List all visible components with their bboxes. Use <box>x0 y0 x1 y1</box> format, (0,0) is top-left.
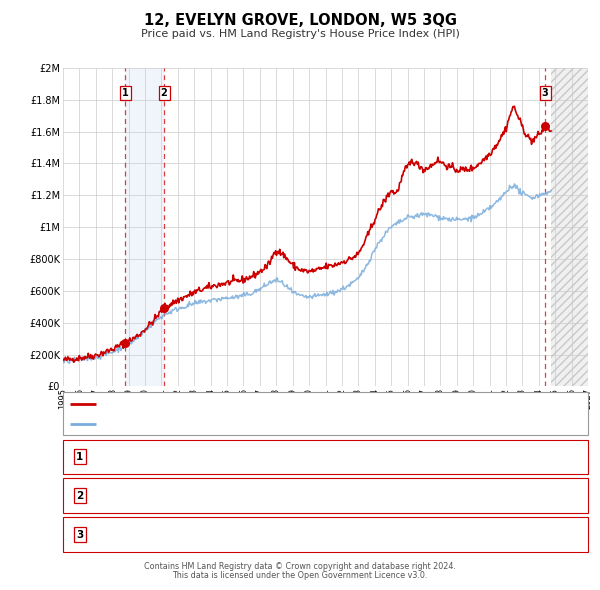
Text: Price paid vs. HM Land Registry's House Price Index (HPI): Price paid vs. HM Land Registry's House … <box>140 30 460 39</box>
Text: 28-FEB-2001: 28-FEB-2001 <box>135 491 201 500</box>
Text: £495,000: £495,000 <box>320 491 370 500</box>
Text: £275,000: £275,000 <box>320 452 370 461</box>
Bar <box>551 68 588 386</box>
Text: 33% ↑ HPI: 33% ↑ HPI <box>491 530 547 539</box>
Text: 3: 3 <box>542 88 548 99</box>
Text: 12, EVELYN GROVE, LONDON, W5 3QG: 12, EVELYN GROVE, LONDON, W5 3QG <box>143 13 457 28</box>
Text: This data is licensed under the Open Government Licence v3.0.: This data is licensed under the Open Gov… <box>172 571 428 580</box>
Text: 3: 3 <box>76 530 83 539</box>
Text: 2: 2 <box>76 491 83 500</box>
Text: 2: 2 <box>161 88 167 99</box>
Text: 1: 1 <box>76 452 83 461</box>
Text: 12, EVELYN GROVE, LONDON, W5 3QG (detached house): 12, EVELYN GROVE, LONDON, W5 3QG (detach… <box>101 399 378 409</box>
Bar <box>551 68 588 386</box>
Text: 29% ↑ HPI: 29% ↑ HPI <box>491 491 547 500</box>
Bar <box>125 68 164 386</box>
Text: ≈ HPI: ≈ HPI <box>505 452 533 461</box>
Text: 1: 1 <box>122 88 128 99</box>
Text: 09-OCT-1998: 09-OCT-1998 <box>134 452 202 461</box>
Text: 20-MAY-2024: 20-MAY-2024 <box>134 530 202 539</box>
Text: £1,635,000: £1,635,000 <box>316 530 374 539</box>
Text: HPI: Average price, detached house, Ealing: HPI: Average price, detached house, Eali… <box>101 419 311 429</box>
Text: Contains HM Land Registry data © Crown copyright and database right 2024.: Contains HM Land Registry data © Crown c… <box>144 562 456 571</box>
